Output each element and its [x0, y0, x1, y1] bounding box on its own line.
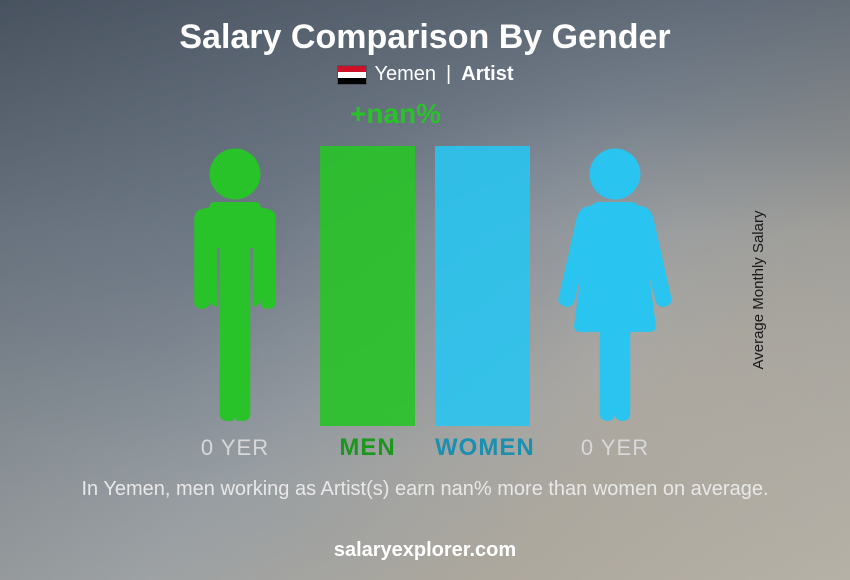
- infographic-container: Salary Comparison By Gender Yemen | Arti…: [0, 0, 850, 580]
- subtitle-row: Yemen | Artist: [337, 63, 514, 86]
- women-value: 0 YER: [550, 435, 680, 461]
- men-value: 0 YER: [170, 435, 300, 461]
- man-icon: [170, 146, 300, 426]
- woman-figure-svg: [550, 146, 680, 426]
- y-axis-label: Average Monthly Salary: [750, 211, 767, 370]
- woman-icon: [550, 146, 680, 426]
- page-title: Salary Comparison By Gender: [179, 18, 670, 57]
- description-text: In Yemen, men working as Artist(s) earn …: [81, 476, 768, 503]
- chart-area: +nan%: [105, 106, 745, 426]
- flag-icon: [337, 65, 367, 85]
- men-label: MEN: [320, 434, 415, 462]
- percent-difference-label: +nan%: [350, 98, 441, 130]
- flag-stripe-bot: [338, 78, 366, 84]
- country-label: Yemen: [375, 63, 437, 86]
- women-bar: [435, 146, 530, 426]
- labels-row: 0 YER MEN WOMEN 0 YER: [105, 434, 745, 462]
- job-label: Artist: [461, 63, 513, 86]
- footer-attribution: salaryexplorer.com: [334, 539, 516, 562]
- man-figure-svg: [170, 146, 300, 426]
- separator: |: [446, 63, 451, 86]
- women-label: WOMEN: [435, 434, 530, 462]
- men-bar: [320, 146, 415, 426]
